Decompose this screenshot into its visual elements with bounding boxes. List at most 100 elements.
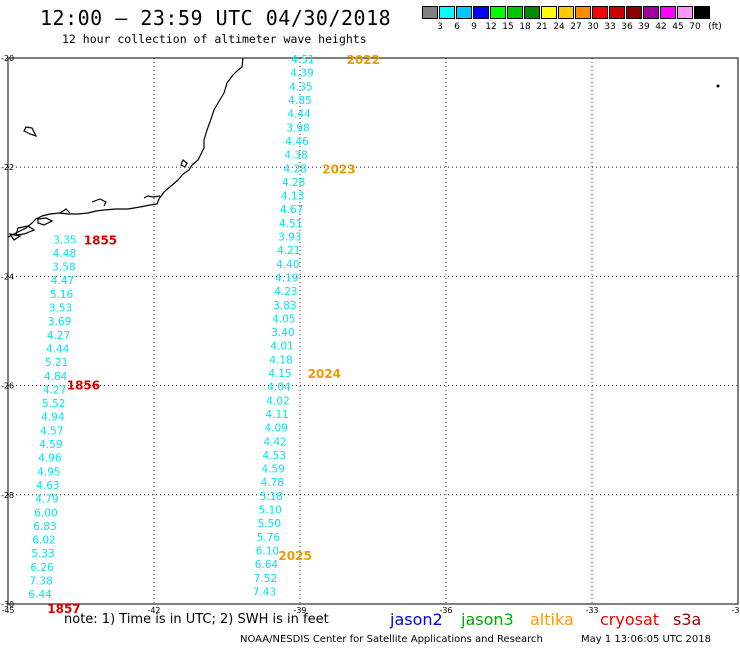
wave-height-value: 4.11 — [265, 409, 288, 421]
generated-timestamp: May 1 13:06:05 UTC 2018 — [581, 634, 711, 645]
pass-time-label: 1857 — [47, 602, 80, 616]
latitude-label: -24 — [1, 272, 14, 281]
legend-swatch — [609, 6, 625, 19]
wave-height-value: 4.27 — [43, 384, 66, 396]
wave-height-value: 3.69 — [48, 316, 71, 328]
wave-height-value: 4.35 — [289, 81, 312, 93]
wave-height-value: 7.38 — [29, 576, 52, 588]
legend-label: 3 — [437, 22, 443, 32]
legend-swatch — [558, 6, 574, 19]
legend-label: 39 — [638, 22, 650, 32]
map-frame — [7, 57, 739, 605]
coastline — [7, 57, 244, 238]
latitude-label: -20 — [1, 54, 14, 63]
wave-height-value: 4.23 — [274, 286, 297, 298]
wave-height-value: 6.44 — [28, 589, 52, 601]
legend-swatch — [473, 6, 489, 19]
map-title: 12:00 – 23:59 UTC 04/30/2018 — [40, 6, 392, 30]
legend-swatch — [643, 6, 659, 19]
wave-height-value: 4.39 — [290, 68, 313, 80]
pass-time-label: 2023 — [322, 162, 355, 176]
wave-height-value: 5.52 — [42, 398, 65, 410]
legend-label: 70 — [689, 22, 701, 32]
latitude-label: -28 — [1, 491, 14, 500]
legend-swatch — [507, 6, 523, 19]
wave-height-value: 4.44 — [287, 109, 311, 121]
wave-height-value: 4.38 — [284, 150, 307, 162]
map-subtitle: 12 hour collection of altimeter wave hei… — [62, 32, 367, 46]
wave-height-value: 4.27 — [47, 330, 70, 342]
longitude-label: -30 — [731, 606, 740, 615]
wave-height-value: 4.85 — [288, 95, 311, 107]
wave-height-value: 4.13 — [281, 191, 304, 203]
axis-labels: -45 -42 -39 -36 -33 -30 -20 -22 -24 -26 -28 -30 — [1, 54, 740, 615]
wave-height-value: 4.78 — [261, 477, 284, 489]
legend-swatch — [575, 6, 591, 19]
wave-height-value: 4.04 — [267, 382, 291, 394]
wave-height-value: 3.93 — [278, 232, 301, 244]
wave-height-value: 4.02 — [266, 395, 289, 407]
satellite-name-cryosat: cryosat — [600, 610, 660, 629]
wave-height-value: 3.98 — [286, 122, 309, 134]
legend-swatch — [626, 6, 642, 19]
legend-label: 24 — [553, 22, 565, 32]
wave-height-value: 4.79 — [35, 494, 58, 506]
wave-height-value: 5.18 — [260, 491, 283, 503]
legend-swatch — [456, 6, 472, 19]
satellite-name-jason3: jason3 — [461, 610, 514, 629]
wave-height-value: 6.10 — [256, 545, 279, 557]
legend-label: 21 — [536, 22, 548, 32]
wave-height-value: 5.10 — [259, 505, 282, 517]
legend-unit: (ft) — [708, 22, 722, 32]
legend-swatch — [422, 6, 438, 19]
wave-height-value: 5.16 — [50, 289, 74, 301]
wave-height-value: 5.76 — [257, 532, 281, 544]
wave-height-value: 4.28 — [282, 177, 305, 189]
wave-height-value: 4.96 — [38, 453, 62, 465]
legend-label: 36 — [621, 22, 633, 32]
legend-label: 6 — [454, 22, 460, 32]
pass-time-label: 1856 — [67, 379, 100, 393]
pass-time-label: 2024 — [308, 367, 341, 381]
legend-swatch — [694, 6, 710, 19]
wave-height-value: 4.05 — [272, 313, 295, 325]
legend-label: 12 — [485, 22, 497, 32]
wave-height-value: 5.50 — [258, 518, 281, 530]
pass-time-labels: 1855 1856 1857 2022 2023 2024 2025 — [47, 53, 380, 616]
legend-swatch — [592, 6, 608, 19]
wave-height-value: 4.47 — [51, 275, 74, 287]
wave-height-value: 3.58 — [52, 262, 75, 274]
latitude-label: -30 — [1, 600, 14, 609]
wave-height-value: 4.09 — [264, 423, 287, 435]
wave-height-value: 4.42 — [263, 436, 286, 448]
credit-text: NOAA/NESDIS Center for Satellite Applica… — [240, 634, 543, 645]
wave-height-value: 4.40 — [276, 259, 299, 271]
satellite-name-altika: altika — [530, 610, 574, 629]
trindade-island-marker — [716, 84, 720, 88]
wave-height-value: 4.48 — [53, 248, 76, 260]
longitude-label: -33 — [585, 606, 598, 615]
wave-height-value: 3.53 — [49, 303, 72, 315]
wave-height-value: 4.44 — [46, 343, 70, 355]
legend-label: 18 — [519, 22, 531, 32]
legend-label: 15 — [502, 22, 514, 32]
legend-label: 30 — [587, 22, 599, 32]
wave-height-value: 4.46 — [285, 136, 309, 148]
legend-label: 42 — [655, 22, 667, 32]
wave-height-value: 4.94 — [41, 412, 65, 424]
wave-height-value: 4.95 — [37, 466, 60, 478]
legend-label: 27 — [570, 22, 582, 32]
wave-height-value: 4.51 — [279, 218, 302, 230]
wave-height-value: 4.18 — [269, 354, 292, 366]
wave-height-value: 5.33 — [31, 548, 54, 560]
legend-swatch — [677, 6, 693, 19]
wave-height-value: 3.83 — [273, 300, 296, 312]
footer-note: note: 1) Time is in UTC; 2) SWH is in fe… — [64, 612, 329, 627]
latitude-label: -26 — [1, 382, 14, 391]
coastline-bay — [59, 195, 161, 214]
wave-height-value: 4.19 — [275, 272, 298, 284]
legend-label: 9 — [471, 22, 477, 32]
wave-height-value: 6.26 — [30, 562, 54, 574]
wave-height-value: 4.15 — [268, 368, 291, 380]
